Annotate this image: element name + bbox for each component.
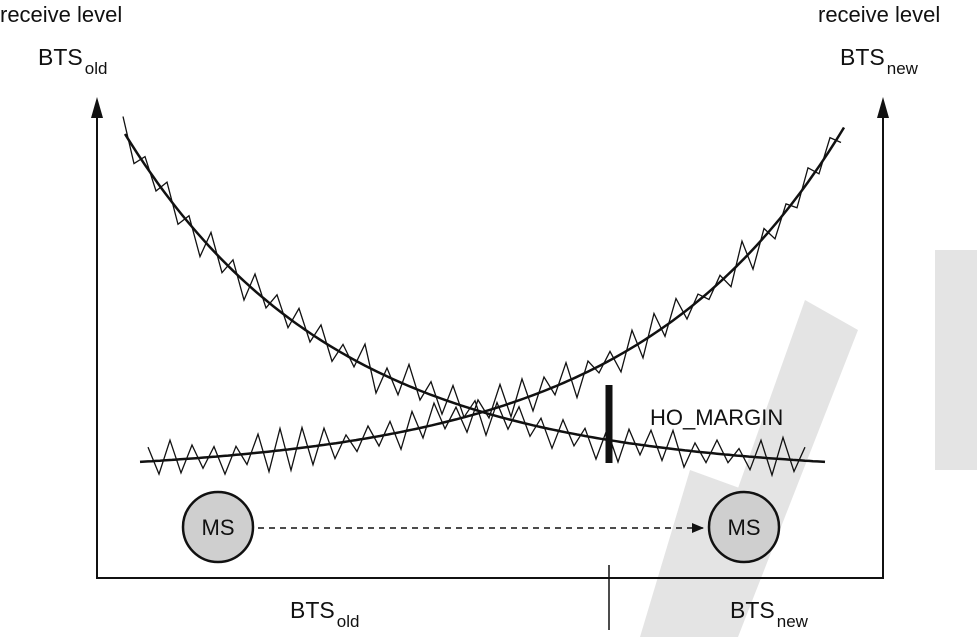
left-axis-caption: receive level bbox=[0, 2, 122, 27]
right-axis-bts-sub: new bbox=[887, 59, 919, 78]
ms-right-label: MS bbox=[728, 515, 761, 540]
watermark-stroke-2 bbox=[935, 250, 977, 470]
ms-left-label: MS bbox=[202, 515, 235, 540]
right-axis-caption: receive level bbox=[818, 2, 940, 27]
bottom-left-bts-base: BTS bbox=[290, 597, 335, 623]
bottom-right-bts-base: BTS bbox=[730, 597, 775, 623]
right-axis-bts: BTS new bbox=[840, 44, 919, 78]
left-axis-bts-base: BTS bbox=[38, 44, 83, 70]
ms-right: MS bbox=[709, 492, 779, 562]
left-axis-bts: BTS old bbox=[38, 44, 107, 78]
bottom-left-bts: BTS old bbox=[290, 597, 359, 631]
bottom-right-bts-sub: new bbox=[777, 612, 809, 631]
right-axis-arrow bbox=[877, 97, 889, 118]
ms-left: MS bbox=[183, 492, 253, 562]
bottom-left-bts-sub: old bbox=[337, 612, 360, 631]
left-axis-bts-sub: old bbox=[85, 59, 108, 78]
right-axis-bts-base: BTS bbox=[840, 44, 885, 70]
left-axis-arrow bbox=[91, 97, 103, 118]
ho-margin-label: HO_MARGIN bbox=[650, 405, 783, 430]
